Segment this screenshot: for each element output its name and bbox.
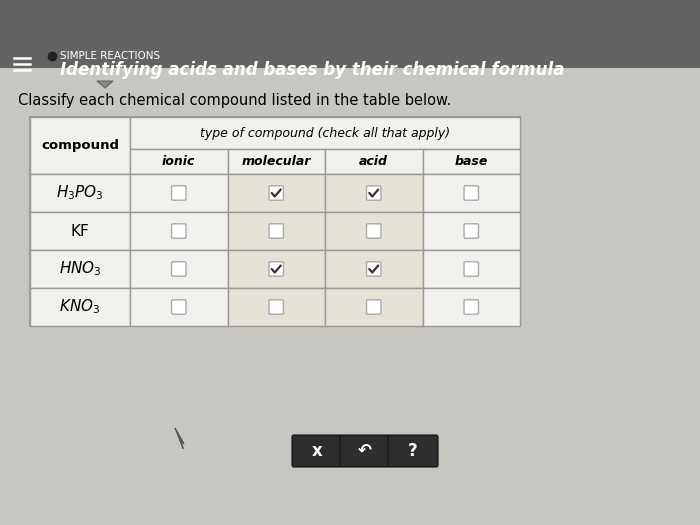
- Bar: [325, 174, 423, 212]
- Bar: [228, 212, 325, 250]
- Bar: [130, 149, 228, 174]
- Bar: [30, 174, 130, 212]
- Bar: [228, 174, 325, 212]
- Text: $HNO_3$: $HNO_3$: [59, 260, 102, 278]
- Bar: [228, 149, 325, 174]
- FancyBboxPatch shape: [464, 300, 479, 314]
- FancyBboxPatch shape: [464, 186, 479, 200]
- Bar: [130, 288, 228, 326]
- FancyBboxPatch shape: [292, 435, 342, 467]
- Bar: [423, 288, 520, 326]
- FancyBboxPatch shape: [269, 262, 284, 276]
- Text: $KNO_3$: $KNO_3$: [60, 298, 101, 317]
- Bar: [325, 149, 423, 326]
- Text: Identifying acids and bases by their chemical formula: Identifying acids and bases by their che…: [60, 61, 564, 79]
- Text: ionic: ionic: [162, 155, 195, 168]
- FancyBboxPatch shape: [367, 186, 381, 200]
- Text: molecular: molecular: [241, 155, 311, 168]
- FancyBboxPatch shape: [269, 300, 284, 314]
- Bar: [130, 212, 228, 250]
- FancyBboxPatch shape: [367, 300, 381, 314]
- Bar: [0, 0, 700, 68]
- Text: Classify each chemical compound listed in the table below.: Classify each chemical compound listed i…: [18, 93, 452, 109]
- Bar: [423, 250, 520, 288]
- Text: type of compound (check all that apply): type of compound (check all that apply): [200, 127, 450, 140]
- Text: KF: KF: [71, 224, 90, 238]
- Bar: [30, 250, 130, 288]
- Text: SIMPLE REACTIONS: SIMPLE REACTIONS: [60, 51, 160, 61]
- Bar: [423, 149, 520, 174]
- FancyBboxPatch shape: [172, 186, 186, 200]
- FancyBboxPatch shape: [172, 224, 186, 238]
- Bar: [325, 149, 423, 174]
- FancyBboxPatch shape: [367, 262, 381, 276]
- Bar: [130, 117, 520, 149]
- FancyBboxPatch shape: [269, 186, 284, 200]
- Text: ↶: ↶: [358, 442, 372, 460]
- Text: $H_3PO_3$: $H_3PO_3$: [56, 184, 104, 202]
- Bar: [423, 174, 520, 212]
- Text: base: base: [454, 155, 488, 168]
- FancyBboxPatch shape: [464, 262, 479, 276]
- FancyBboxPatch shape: [340, 435, 390, 467]
- FancyBboxPatch shape: [172, 262, 186, 276]
- Bar: [228, 250, 325, 288]
- FancyBboxPatch shape: [388, 435, 438, 467]
- Bar: [423, 212, 520, 250]
- Text: ?: ?: [408, 442, 418, 460]
- FancyBboxPatch shape: [172, 300, 186, 314]
- Bar: [325, 250, 423, 288]
- Polygon shape: [175, 428, 184, 444]
- Bar: [130, 250, 228, 288]
- Bar: [30, 117, 520, 326]
- Bar: [30, 117, 130, 174]
- Text: x: x: [312, 442, 323, 460]
- Bar: [228, 288, 325, 326]
- Bar: [325, 288, 423, 326]
- Bar: [228, 149, 325, 326]
- FancyBboxPatch shape: [269, 224, 284, 238]
- Bar: [30, 212, 130, 250]
- Polygon shape: [97, 81, 113, 88]
- Text: acid: acid: [359, 155, 389, 168]
- FancyBboxPatch shape: [464, 224, 479, 238]
- Bar: [325, 212, 423, 250]
- Bar: [30, 288, 130, 326]
- Bar: [130, 174, 228, 212]
- FancyBboxPatch shape: [367, 224, 381, 238]
- Text: compound: compound: [41, 139, 119, 152]
